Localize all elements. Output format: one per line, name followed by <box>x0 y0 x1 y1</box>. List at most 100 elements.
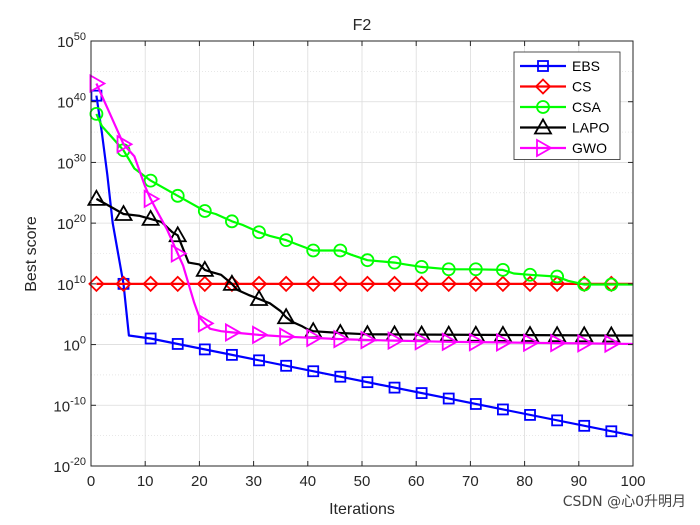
data-point-cs <box>494 275 512 293</box>
data-point-csa <box>441 262 456 277</box>
x-axis-label: Iterations <box>329 501 395 518</box>
data-point-cs <box>223 275 241 293</box>
legend-label: EBS <box>572 58 600 74</box>
data-point-cs <box>304 275 322 293</box>
data-point-ebs <box>226 348 238 361</box>
x-tick-label: 10 <box>137 473 154 490</box>
data-point-csa <box>550 269 565 284</box>
data-point-gwo <box>306 328 324 348</box>
data-point-lapo <box>574 325 594 343</box>
data-point-gwo <box>116 134 134 154</box>
data-point-cs <box>521 275 539 293</box>
data-point-lapo <box>168 225 188 243</box>
data-point-csa <box>143 173 158 188</box>
legend-marker <box>534 78 552 95</box>
data-point-gwo <box>333 329 351 349</box>
tick-layer: 0 10 20 30 40 50 60 70 80 90 10010-2010-1010010101… <box>53 31 645 490</box>
x-tick-label: 90 <box>570 473 587 490</box>
data-point-csa <box>468 262 483 277</box>
legend-marker <box>536 138 553 158</box>
data-point-ebs <box>361 376 374 389</box>
data-point-cs <box>277 275 295 293</box>
x-tick-label: 100 <box>620 473 645 490</box>
data-point-ebs <box>415 387 428 399</box>
data-point-gwo <box>496 332 513 352</box>
data-point-csa <box>197 204 212 218</box>
data-point-csa <box>523 267 537 282</box>
data-point-ebs <box>334 370 347 383</box>
data-point-cs <box>359 275 376 293</box>
data-point-ebs <box>253 354 265 367</box>
legend-label: GWO <box>572 140 607 156</box>
data-point-csa <box>279 233 294 248</box>
data-point-gwo <box>197 313 215 333</box>
data-point-csa <box>577 277 592 292</box>
data-point-ebs <box>171 338 184 350</box>
legend-box <box>513 51 621 160</box>
series-csa <box>89 106 633 292</box>
data-point-ebs <box>307 365 320 378</box>
data-point-gwo <box>252 325 269 345</box>
y-tick-label: 1020 <box>57 213 86 233</box>
data-point-csa <box>89 106 104 121</box>
data-point-cs <box>169 275 186 293</box>
data-point-lapo <box>276 307 296 325</box>
data-point-gwo <box>387 331 405 351</box>
data-point-lapo <box>439 324 459 342</box>
data-point-ebs <box>524 409 536 421</box>
data-point-gwo <box>414 331 432 351</box>
data-point-cs <box>413 275 430 293</box>
data-point-gwo <box>170 243 188 264</box>
data-point-gwo <box>523 333 540 353</box>
data-point-ebs <box>280 359 293 372</box>
y-axis-label: Best score <box>23 216 40 292</box>
series-line-ebs <box>95 95 634 437</box>
x-tick-label: 50 <box>354 473 371 490</box>
x-tick-label: 60 <box>408 473 425 490</box>
legend-label: CS <box>572 79 591 95</box>
legend-marker <box>533 117 553 135</box>
data-point-lapo <box>601 325 621 343</box>
x-tick-label: 40 <box>299 473 316 490</box>
data-point-gwo <box>577 333 595 353</box>
data-point-ebs <box>497 403 509 416</box>
data-point-gwo <box>279 327 296 347</box>
y-tick-label: 100 <box>63 335 86 355</box>
data-point-ebs <box>469 398 482 410</box>
x-tick-label: 70 <box>462 473 479 490</box>
data-point-lapo <box>493 325 513 342</box>
legend-label: LAPO <box>572 120 609 136</box>
y-tick-label: 1030 <box>57 152 86 172</box>
legend: EBS CS CSA LAPO GWO <box>513 51 621 160</box>
data-point-ebs <box>551 414 564 427</box>
series-layer <box>86 73 634 438</box>
y-tick-label: 1050 <box>57 31 86 51</box>
data-point-lapo <box>520 325 540 342</box>
data-point-lapo <box>141 209 161 226</box>
data-point-cs <box>386 275 403 293</box>
data-point-csa <box>170 188 185 203</box>
data-point-lapo <box>113 204 134 221</box>
watermark: CSDN @心0升明月 <box>562 494 686 510</box>
data-point-gwo <box>143 189 161 209</box>
data-point-cs <box>88 275 105 293</box>
data-point-lapo <box>466 324 486 342</box>
data-point-cs <box>196 275 214 293</box>
data-point-ebs <box>388 381 401 394</box>
data-point-csa <box>333 243 348 258</box>
data-point-gwo <box>360 330 378 350</box>
y-tick-label: 1040 <box>57 92 86 112</box>
data-point-lapo <box>195 260 215 277</box>
data-point-gwo <box>441 332 459 352</box>
data-point-gwo <box>468 332 486 352</box>
data-point-lapo <box>86 189 106 206</box>
data-point-csa <box>360 253 375 268</box>
legend-marker <box>536 100 550 114</box>
legend-marker <box>537 60 549 72</box>
data-point-gwo <box>604 334 622 354</box>
data-point-lapo <box>249 289 269 306</box>
data-point-cs <box>467 275 485 293</box>
series-gwo <box>89 73 634 354</box>
data-point-csa <box>604 277 619 292</box>
data-point-lapo <box>547 325 567 343</box>
